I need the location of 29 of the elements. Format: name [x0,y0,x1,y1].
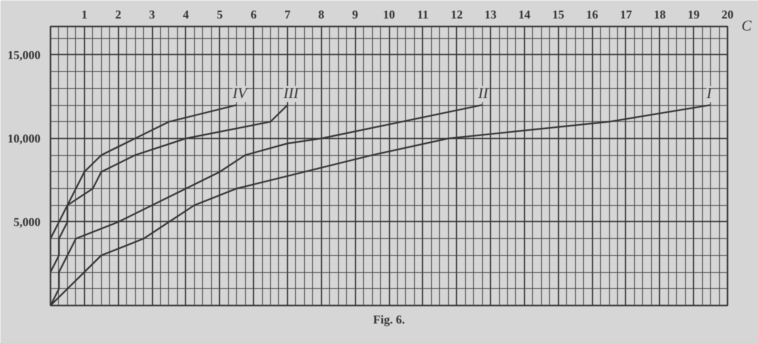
x-tick-label: 6 [250,8,257,22]
x-tick-label: 4 [182,8,189,22]
x-axis-title: C [742,18,752,34]
x-tick-label: 11 [417,8,429,22]
x-tick-label: 8 [318,8,324,22]
series-label: I [706,86,713,102]
x-tick-label: 15 [552,8,564,22]
x-tick-label: 2 [115,8,122,22]
caption: Fig. 6. [373,312,405,326]
series-label: IV [232,86,249,102]
x-tick-label: 12 [450,8,463,22]
x-tick-label: 3 [149,8,156,22]
x-tick-label: 7 [284,8,290,22]
series-label: III [282,86,300,102]
x-tick-label: 13 [484,8,497,22]
x-tick-label: 20 [722,8,734,22]
x-tick-label: 5 [216,8,223,22]
series-label: II [477,86,490,102]
x-tick-label: 17 [620,8,632,22]
x-tick-label: 14 [518,8,530,22]
x-tick-label: 16 [586,8,598,22]
x-tick-label: 19 [688,8,700,22]
x-tick-label: 1 [81,8,88,22]
y-tick-label: 5,000 [14,214,40,229]
x-tick-label: 10 [383,8,395,22]
y-tick-label: 15,000 [8,48,40,62]
y-tick-label: 10,000 [8,131,40,146]
x-tick-label: 9 [352,8,358,22]
x-tick-label: 18 [654,8,666,22]
